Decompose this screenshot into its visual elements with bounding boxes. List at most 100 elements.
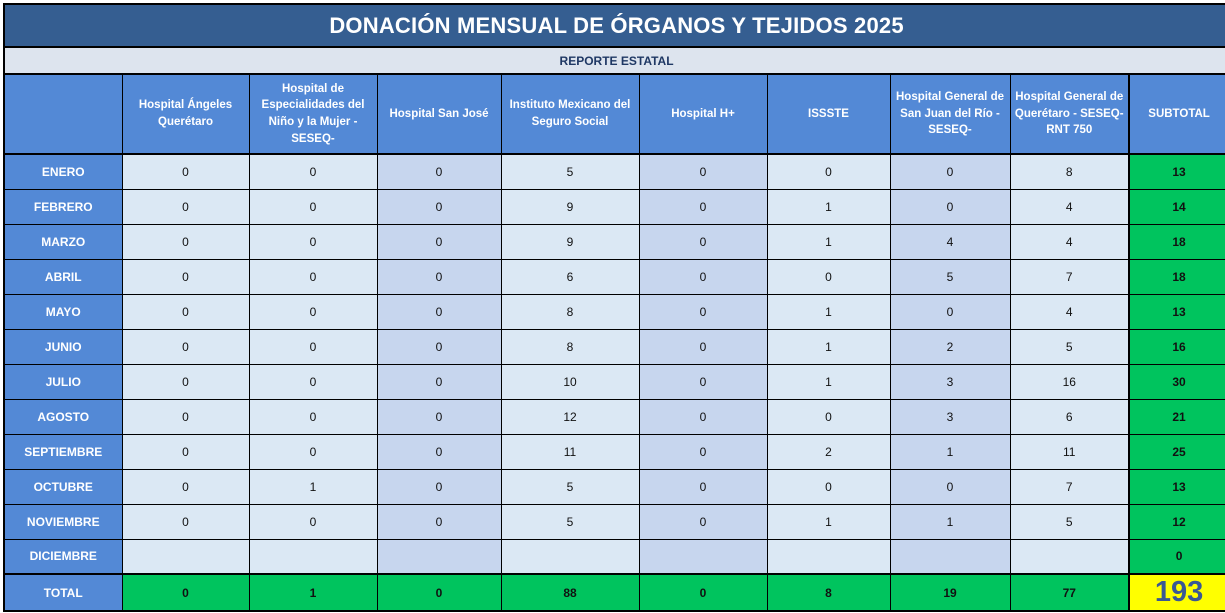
data-cell: 0 [121, 223, 250, 260]
month-row: AGOSTO 0 0 0 12 0 0 3 6 21 [3, 398, 1225, 435]
data-cell: 0 [121, 398, 250, 435]
total-label: TOTAL [3, 573, 123, 612]
data-cell: 0 [766, 153, 891, 190]
month-label: MAYO [3, 293, 123, 330]
data-cell: 0 [376, 293, 502, 330]
data-cell: 2 [766, 433, 891, 470]
subtotal-cell: 13 [1127, 153, 1225, 190]
month-label: FEBRERO [3, 188, 123, 225]
column-total-cell: 0 [121, 573, 250, 612]
data-cell: 0 [376, 398, 502, 435]
data-cell: 0 [121, 293, 250, 330]
data-cell: 0 [638, 153, 768, 190]
month-label: JUNIO [3, 328, 123, 365]
hospital-column-header: Hospital H+ [638, 73, 768, 155]
hospital-column-header: Hospital General de Querétaro - SESEQ- R… [1009, 73, 1130, 155]
subtotal-column-header: SUBTOTAL [1127, 73, 1225, 155]
data-cell: 0 [889, 153, 1011, 190]
data-cell: 0 [376, 363, 502, 400]
data-cell: 0 [376, 503, 502, 540]
data-cell: 0 [376, 468, 502, 505]
total-row: TOTAL 0 1 0 88 0 8 19 77 193 [3, 573, 1225, 612]
data-cell: 8 [500, 293, 640, 330]
hospital-column-header: Hospital General de San Juan del Río -SE… [889, 73, 1011, 155]
hospital-column-header: Hospital Ángeles Querétaro [121, 73, 250, 155]
data-cell: 0 [638, 223, 768, 260]
hospital-column-header: ISSSTE [766, 73, 891, 155]
data-cell: 11 [1009, 433, 1130, 470]
month-label: AGOSTO [3, 398, 123, 435]
month-label: DICIEMBRE [3, 538, 123, 575]
data-cell: 0 [889, 468, 1011, 505]
column-total-cell: 8 [766, 573, 891, 612]
data-cell [248, 538, 378, 575]
data-cell: 0 [248, 328, 378, 365]
data-cell: 0 [121, 258, 250, 295]
month-label: OCTUBRE [3, 468, 123, 505]
data-cell [638, 538, 768, 575]
month-label: ENERO [3, 153, 123, 190]
data-cell: 5 [500, 503, 640, 540]
subtotal-cell: 0 [1127, 538, 1225, 575]
data-cell: 0 [638, 293, 768, 330]
data-cell: 0 [121, 153, 250, 190]
data-cell: 3 [889, 363, 1011, 400]
data-cell: 1 [889, 433, 1011, 470]
month-row: FEBRERO 0 0 0 9 0 1 0 4 14 [3, 188, 1225, 225]
title-row: DONACIÓN MENSUAL DE ÓRGANOS Y TEJIDOS 20… [3, 3, 1225, 48]
data-cell: 0 [376, 328, 502, 365]
data-cell: 0 [638, 258, 768, 295]
data-cell [889, 538, 1011, 575]
column-total-cell: 19 [889, 573, 1011, 612]
month-label: MARZO [3, 223, 123, 260]
data-cell: 0 [638, 398, 768, 435]
data-cell: 4 [1009, 188, 1130, 225]
subtotal-cell: 21 [1127, 398, 1225, 435]
data-cell: 8 [500, 328, 640, 365]
data-cell: 4 [1009, 223, 1130, 260]
month-label: JULIO [3, 363, 123, 400]
data-cell: 5 [889, 258, 1011, 295]
data-cell: 0 [638, 188, 768, 225]
month-row: NOVIEMBRE 0 0 0 5 0 1 1 5 12 [3, 503, 1225, 540]
month-row: JULIO 0 0 0 10 0 1 3 16 30 [3, 363, 1225, 400]
subtotal-cell: 25 [1127, 433, 1225, 470]
data-cell: 1 [766, 293, 891, 330]
subtotal-cell: 16 [1127, 328, 1225, 365]
subtotal-cell: 18 [1127, 223, 1225, 260]
data-cell: 5 [500, 153, 640, 190]
data-cell: 1 [766, 328, 891, 365]
data-cell: 0 [638, 328, 768, 365]
month-label: ABRIL [3, 258, 123, 295]
data-cell: 0 [248, 363, 378, 400]
data-cell: 0 [121, 328, 250, 365]
corner-cell [3, 73, 123, 155]
data-cell: 5 [1009, 503, 1130, 540]
data-cell: 5 [1009, 328, 1130, 365]
month-row: MAYO 0 0 0 8 0 1 0 4 13 [3, 293, 1225, 330]
data-cell: 6 [1009, 398, 1130, 435]
data-cell: 0 [376, 258, 502, 295]
month-label: SEPTIEMBRE [3, 433, 123, 470]
data-cell: 11 [500, 433, 640, 470]
data-cell: 0 [638, 363, 768, 400]
data-cell: 7 [1009, 468, 1130, 505]
data-cell: 1 [766, 363, 891, 400]
subtotal-cell: 18 [1127, 258, 1225, 295]
subtotal-cell: 30 [1127, 363, 1225, 400]
data-cell: 8 [1009, 153, 1130, 190]
data-cell: 0 [248, 433, 378, 470]
column-total-cell: 0 [638, 573, 768, 612]
data-cell: 0 [121, 433, 250, 470]
data-cell: 0 [889, 293, 1011, 330]
month-row: SEPTIEMBRE 0 0 0 11 0 2 1 11 25 [3, 433, 1225, 470]
subtotal-cell: 12 [1127, 503, 1225, 540]
hospital-column-header: Hospital de Especialidades del Niño y la… [248, 73, 378, 155]
data-cell: 1 [889, 503, 1011, 540]
data-cell: 0 [638, 433, 768, 470]
grand-total-cell: 193 [1127, 573, 1225, 612]
data-cell: 1 [248, 468, 378, 505]
data-cell: 4 [889, 223, 1011, 260]
data-cell: 0 [766, 398, 891, 435]
data-cell: 0 [638, 503, 768, 540]
